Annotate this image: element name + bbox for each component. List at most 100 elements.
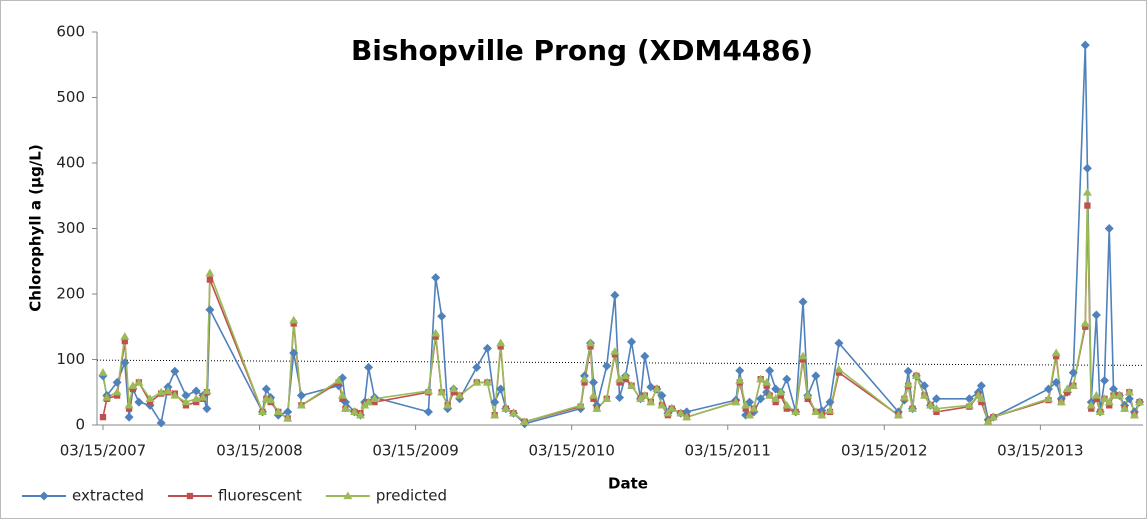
marker	[437, 387, 447, 396]
y-tick-label: 400	[56, 154, 85, 172]
y-tick-label: 0	[75, 416, 85, 434]
marker	[112, 377, 122, 387]
marker	[163, 386, 173, 395]
y-tick-label: 300	[56, 219, 85, 237]
marker	[98, 368, 108, 376]
marker	[202, 404, 212, 414]
marker	[1068, 368, 1078, 378]
marker	[741, 400, 751, 409]
marker	[99, 413, 107, 421]
marker	[334, 375, 344, 384]
marker	[1120, 404, 1130, 412]
marker	[490, 397, 500, 407]
marker	[1053, 353, 1060, 360]
marker	[640, 391, 650, 399]
marker	[749, 404, 759, 412]
marker	[156, 387, 166, 396]
marker	[1082, 323, 1089, 330]
marker	[181, 397, 191, 406]
marker	[776, 387, 786, 396]
marker	[112, 387, 122, 396]
marker	[120, 358, 130, 368]
marker	[771, 394, 781, 402]
marker	[1108, 384, 1118, 394]
marker	[964, 400, 974, 409]
marker	[129, 385, 137, 393]
marker	[803, 391, 813, 399]
marker	[128, 381, 138, 389]
marker	[205, 305, 215, 315]
marker	[667, 404, 677, 412]
marker	[1091, 391, 1101, 399]
marker	[622, 376, 629, 383]
marker	[798, 297, 808, 307]
marker	[431, 273, 441, 283]
marker	[590, 395, 597, 402]
marker	[585, 338, 595, 347]
marker	[588, 391, 598, 399]
marker	[834, 338, 844, 348]
marker	[124, 400, 134, 409]
marker	[482, 377, 492, 386]
marker	[791, 407, 801, 416]
marker	[782, 374, 792, 384]
marker	[145, 394, 155, 402]
marker	[627, 337, 637, 347]
marker	[602, 394, 612, 402]
marker	[1104, 397, 1114, 406]
x-tick-label: 03/15/2012	[841, 442, 927, 460]
y-tick-label: 600	[56, 23, 85, 41]
marker	[657, 400, 667, 409]
marker	[257, 407, 267, 416]
marker	[198, 392, 208, 401]
marker	[289, 315, 299, 324]
marker	[370, 394, 380, 402]
marker	[663, 408, 673, 417]
marker	[113, 392, 121, 399]
marker	[102, 392, 112, 401]
marker	[908, 404, 918, 412]
marker	[903, 379, 913, 388]
marker	[1100, 394, 1110, 402]
marker	[509, 408, 519, 417]
marker	[1135, 397, 1145, 406]
marker	[283, 407, 293, 417]
marker	[735, 366, 745, 376]
marker	[449, 384, 459, 393]
marker	[431, 328, 441, 337]
x-tick-label: 03/15/2013	[997, 442, 1083, 460]
marker	[983, 417, 993, 425]
marker	[364, 397, 374, 406]
marker	[817, 410, 827, 419]
y-tick-label: 500	[56, 88, 85, 106]
marker	[1080, 318, 1090, 327]
x-tick-label: 03/15/2011	[685, 442, 771, 460]
legend-label: fluorescent	[218, 487, 302, 505]
marker	[266, 395, 276, 404]
marker	[799, 356, 807, 363]
marker	[364, 362, 374, 372]
marker	[931, 404, 941, 412]
marker	[191, 386, 201, 396]
marker	[811, 371, 821, 381]
marker	[181, 391, 191, 401]
legend-label: predicted	[376, 487, 447, 505]
marker	[919, 381, 929, 391]
marker	[676, 408, 686, 417]
marker	[1124, 387, 1134, 396]
x-axis-label: Date	[608, 475, 648, 493]
marker	[1104, 224, 1114, 233]
marker	[156, 418, 166, 428]
marker	[931, 394, 941, 404]
marker	[146, 398, 154, 406]
marker	[450, 389, 457, 396]
marker	[296, 391, 306, 401]
marker	[1082, 187, 1092, 196]
marker	[455, 391, 465, 399]
marker	[134, 377, 144, 386]
marker	[497, 343, 504, 350]
marker	[783, 405, 790, 412]
marker	[640, 351, 650, 361]
marker	[745, 410, 755, 419]
